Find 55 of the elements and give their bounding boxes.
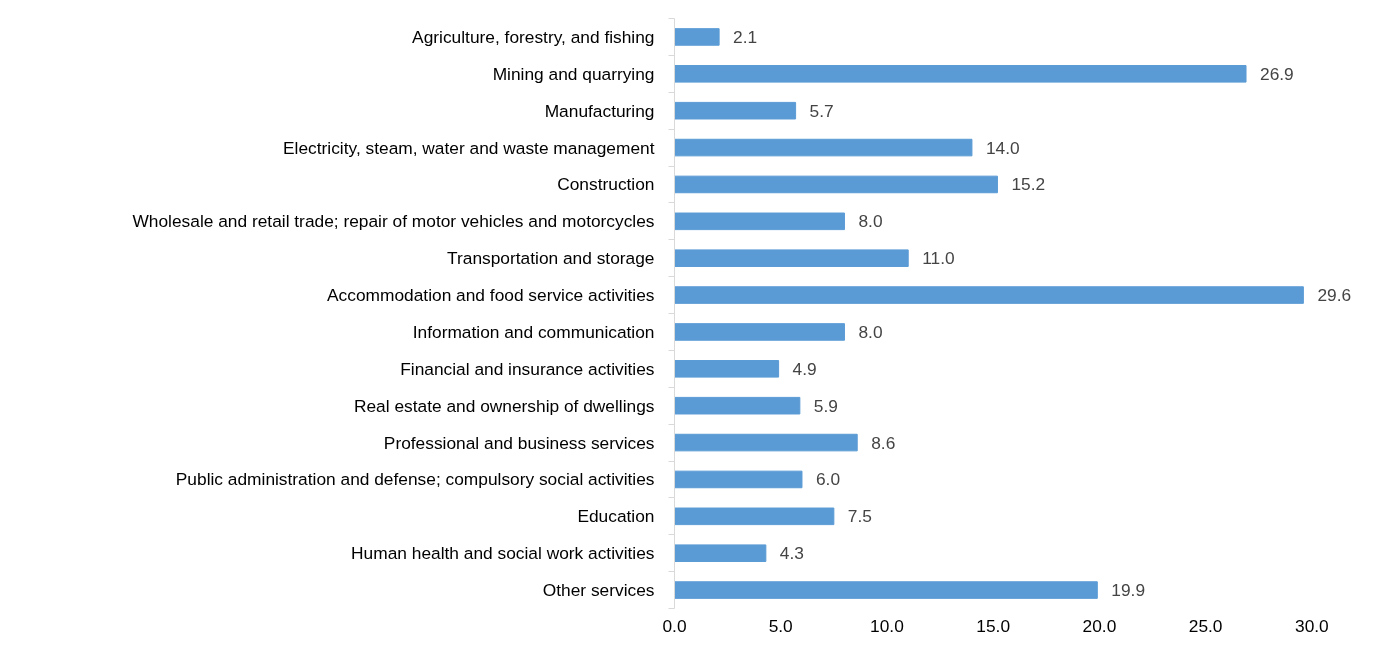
bar bbox=[674, 470, 803, 489]
bar bbox=[674, 286, 1304, 304]
data-label: 2.1 bbox=[733, 26, 758, 47]
data-label: 15.2 bbox=[1011, 174, 1046, 195]
x-tick-label: 25.0 bbox=[1188, 615, 1223, 636]
bar bbox=[674, 323, 845, 341]
y-tick-label: Public administration and defense; compulsory social activities bbox=[175, 469, 655, 490]
y-tick-label: Financial and insurance activities bbox=[400, 358, 655, 379]
y-tick-label: Agriculture, forestry, and fishing bbox=[412, 26, 655, 47]
data-label: 4.9 bbox=[792, 358, 817, 379]
data-label: 14.0 bbox=[985, 137, 1020, 158]
data-label: 8.0 bbox=[858, 211, 883, 232]
y-tick-label: Human health and social work activities bbox=[351, 543, 655, 564]
y-tick-label: Professional and business services bbox=[383, 432, 655, 453]
y-tick-label: Other services bbox=[542, 580, 655, 601]
y-tick-label: Construction bbox=[557, 174, 655, 195]
y-tick-label: Information and communication bbox=[412, 321, 655, 342]
data-label: 7.5 bbox=[847, 506, 872, 527]
y-tick-label: Real estate and ownership of dwellings bbox=[353, 395, 655, 416]
data-label: 29.6 bbox=[1317, 285, 1352, 306]
bar bbox=[674, 212, 845, 231]
x-tick-label: 20.0 bbox=[1082, 615, 1117, 636]
data-label: 8.6 bbox=[871, 432, 896, 453]
data-label: 8.0 bbox=[858, 321, 883, 342]
data-label: 5.9 bbox=[813, 395, 838, 416]
y-tick-label: Education bbox=[577, 506, 655, 527]
bar bbox=[674, 175, 998, 194]
bar bbox=[674, 433, 858, 452]
bar bbox=[674, 544, 767, 562]
data-label: 19.9 bbox=[1111, 580, 1146, 601]
y-tick-label: Accommodation and food service activities bbox=[327, 285, 655, 306]
y-tick-label: Manufacturing bbox=[544, 100, 655, 121]
bar bbox=[674, 507, 835, 526]
bar bbox=[674, 360, 780, 378]
bar bbox=[674, 581, 1098, 599]
y-tick-label: Mining and quarrying bbox=[492, 63, 655, 84]
x-tick-label: 10.0 bbox=[870, 615, 904, 636]
bar bbox=[674, 101, 797, 120]
x-tick-label: 30.0 bbox=[1295, 615, 1329, 636]
x-tick-label: 5.0 bbox=[768, 615, 793, 636]
bar bbox=[674, 396, 801, 415]
data-label: 11.0 bbox=[922, 248, 955, 269]
y-tick-label: Transportation and storage bbox=[447, 248, 655, 269]
x-tick-label: 0.0 bbox=[662, 615, 687, 636]
y-tick-label: Electricity, steam, water and waste management bbox=[283, 137, 655, 158]
bar bbox=[674, 138, 973, 157]
y-tick-label: Wholesale and retail trade; repair of motor vehicles and motorcycles bbox=[132, 211, 655, 232]
bar bbox=[674, 28, 720, 46]
bar bbox=[674, 65, 1247, 83]
x-tick-label: 15.0 bbox=[976, 615, 1011, 636]
data-label: 4.3 bbox=[779, 543, 804, 564]
data-label: 5.7 bbox=[809, 100, 834, 121]
data-label: 6.0 bbox=[815, 469, 841, 490]
data-label: 26.9 bbox=[1260, 63, 1294, 84]
bar bbox=[674, 249, 909, 267]
